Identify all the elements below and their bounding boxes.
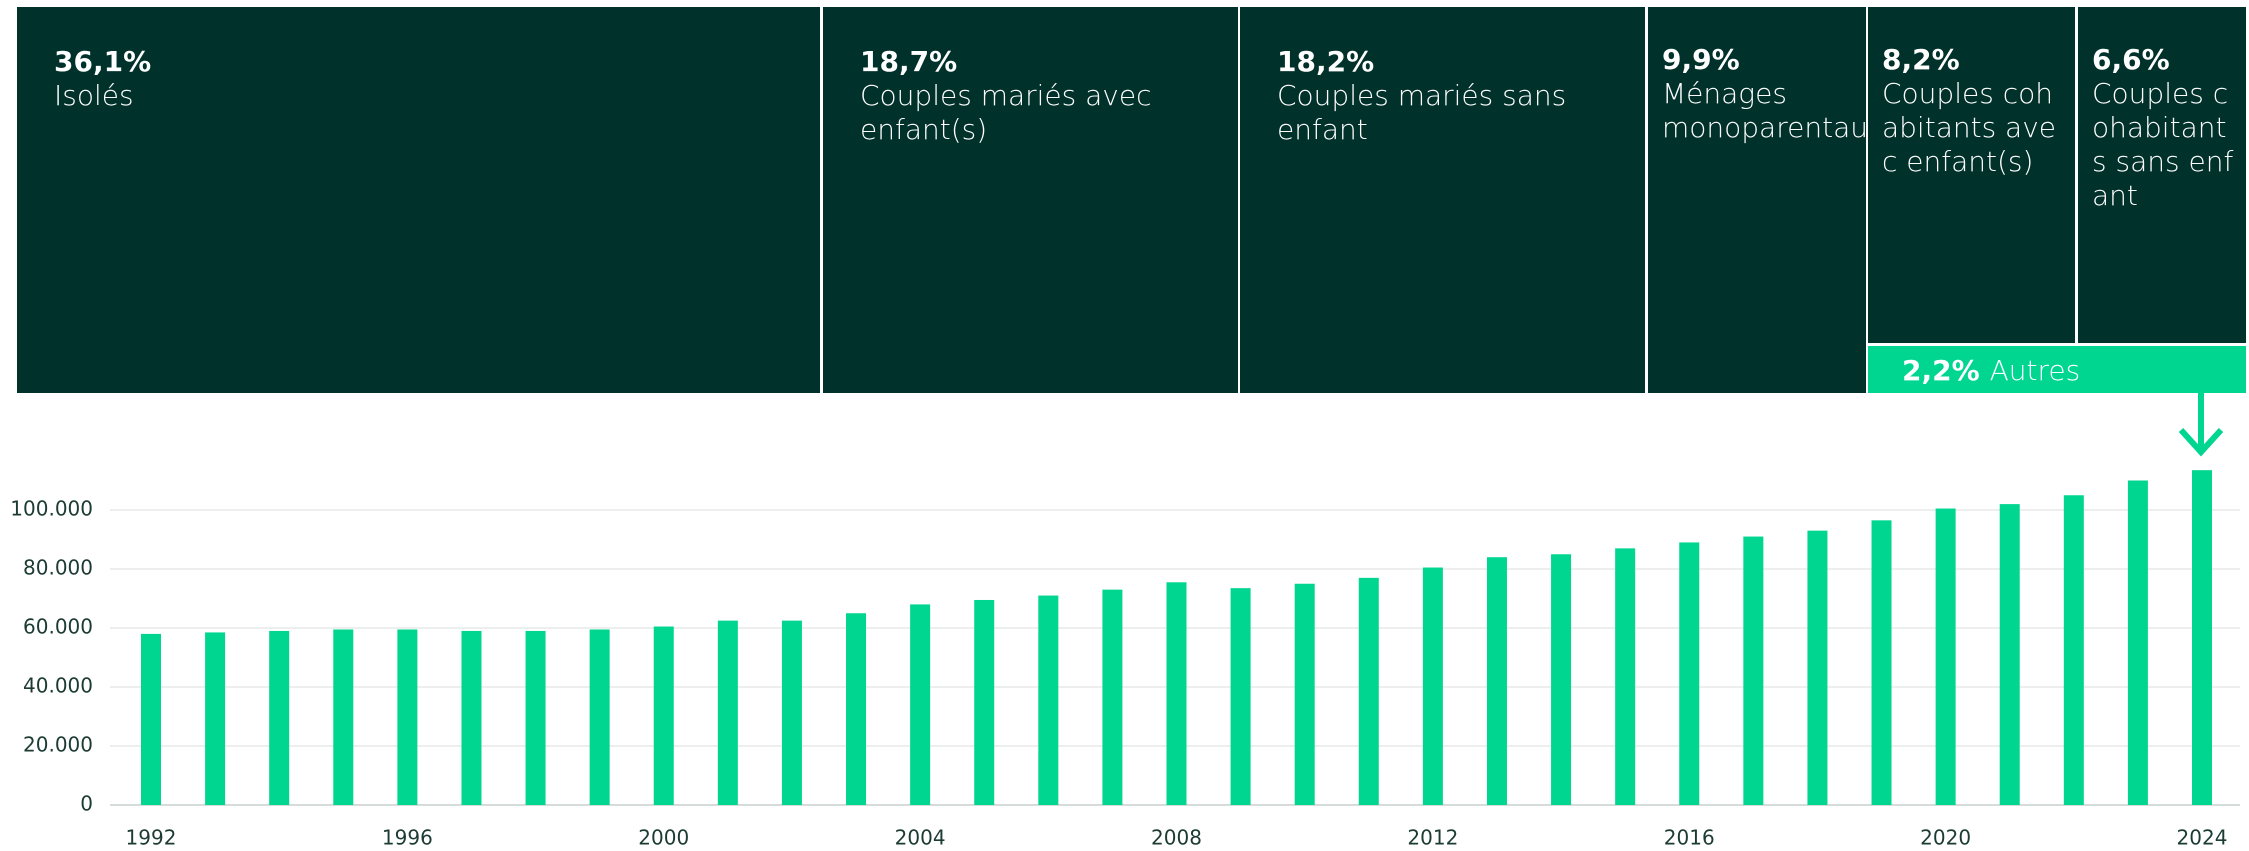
- treemap-cell: 2,2% Autres: [1868, 346, 2246, 393]
- cell-value: 8,2%: [1882, 43, 1960, 76]
- bar: [2127, 480, 2148, 805]
- cell-label: Ménages monoparentaux: [1662, 77, 1885, 144]
- bar: [781, 620, 802, 805]
- cell-label: Autres: [1989, 354, 2081, 387]
- bar: [1999, 504, 2020, 805]
- bar: [2063, 495, 2084, 805]
- cell-label: Couples cohabitants sans enfant: [2092, 77, 2234, 212]
- x-tick-label: 2020: [1920, 826, 1971, 850]
- treemap-cell: 6,6% Couples cohabitants sans enfant: [2078, 7, 2246, 343]
- y-tick-label: 60.000: [23, 615, 93, 639]
- bar: [1871, 520, 1892, 805]
- bar: [1230, 588, 1251, 805]
- cell-label: Isolés: [54, 79, 134, 112]
- bar: [1615, 548, 1636, 805]
- y-tick-label: 20.000: [23, 733, 93, 757]
- bar: [141, 633, 161, 805]
- bar: [1294, 583, 1315, 805]
- x-tick-label: 1992: [126, 826, 177, 850]
- bar: [910, 604, 931, 805]
- cell-value: 6,6%: [2092, 43, 2170, 76]
- cell-value: 18,2%: [1277, 45, 1375, 78]
- x-tick-label: 2012: [1407, 826, 1458, 850]
- cell-label: Couples mariés sans enfant: [1277, 79, 1567, 146]
- bar: [1679, 542, 1700, 805]
- cell-value: 9,9%: [1662, 43, 1740, 76]
- x-tick-label: 2024: [2177, 826, 2228, 850]
- x-tick-label: 2008: [1151, 826, 1202, 850]
- bar: [1743, 536, 1764, 805]
- bar: [397, 629, 418, 805]
- bar: [846, 613, 867, 805]
- bar: [1486, 557, 1507, 805]
- bar: [1358, 577, 1379, 805]
- y-tick-label: 40.000: [23, 674, 93, 698]
- bar: [2192, 470, 2212, 805]
- bar: [1551, 554, 1572, 805]
- y-tick-label: 0: [80, 792, 93, 816]
- bar: [333, 629, 354, 805]
- treemap-cell: 18,7% Couples mariés avec enfant(s): [823, 7, 1238, 393]
- y-tick-label: 100.000: [10, 497, 93, 521]
- bar: [1166, 582, 1187, 805]
- bar: [269, 630, 290, 805]
- bar: [1422, 567, 1443, 805]
- arrow: [2178, 393, 2224, 457]
- bar: [1102, 589, 1123, 805]
- cell-value: 36,1%: [54, 45, 152, 78]
- treemap-cell: 36,1% Isolés: [17, 7, 820, 393]
- x-tick-label: 2004: [895, 826, 946, 850]
- bar: [1807, 530, 1828, 805]
- bar: [205, 632, 226, 805]
- bar: [525, 630, 546, 805]
- bar: [974, 599, 995, 805]
- cell-value: 18,7%: [860, 45, 958, 78]
- bar: [461, 630, 482, 805]
- treemap-cell: 18,2% Couples mariés sans enfant: [1240, 7, 1645, 393]
- treemap-cell: 8,2% Couples cohabitants avec enfant(s): [1868, 7, 2075, 343]
- x-tick-label: 2016: [1664, 826, 1715, 850]
- bar: [589, 629, 610, 805]
- cell-label: Couples mariés avec enfant(s): [860, 79, 1152, 146]
- cell-label: Couples cohabitants avec enfant(s): [1882, 77, 2057, 178]
- treemap-cell: 9,9% Ménages monoparentaux: [1648, 7, 1885, 393]
- y-tick-label: 80.000: [23, 556, 93, 580]
- bar: [653, 626, 674, 805]
- bar: [1038, 595, 1059, 805]
- bar: [717, 620, 738, 805]
- bar: [1935, 508, 1956, 805]
- cell-value: 2,2%: [1902, 354, 1980, 387]
- x-tick-label: 1996: [382, 826, 433, 850]
- x-tick-label: 2000: [638, 826, 689, 850]
